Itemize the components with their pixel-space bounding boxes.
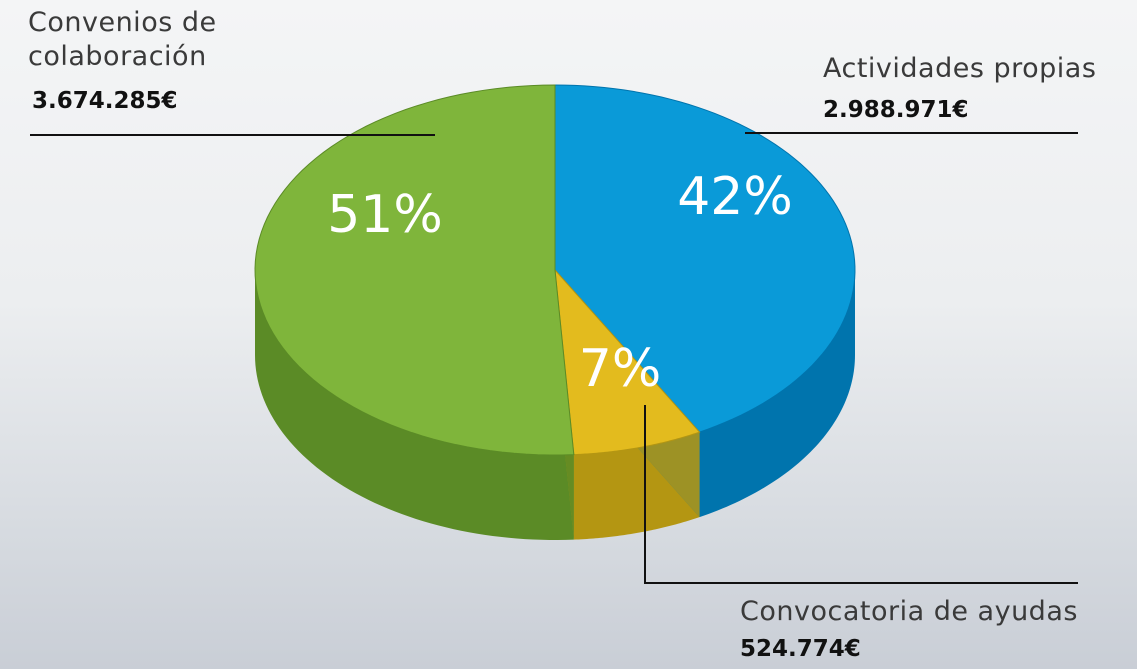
amount-label: 3.674.285€ [32, 88, 178, 114]
category-label: Convocatoria de ayudas [740, 596, 1078, 627]
slice [554, 84, 856, 433]
percent-label: 51% [327, 185, 443, 245]
amount-label: 2.988.971€ [823, 97, 969, 123]
pie: 42% 7% 51% [254, 84, 856, 540]
leader-line [644, 405, 1078, 584]
percent-label: 7% [579, 339, 662, 399]
amount-label: 524.774€ [740, 636, 861, 662]
slice-side [255, 270, 574, 540]
slice-side [699, 270, 855, 518]
category-label: Convenios de colaboración [28, 7, 217, 72]
category-label: Actividades propias [823, 53, 1097, 84]
leader-lines [30, 132, 1078, 584]
slice [254, 84, 575, 456]
slice [554, 268, 701, 456]
percent-label: 42% [677, 167, 793, 227]
